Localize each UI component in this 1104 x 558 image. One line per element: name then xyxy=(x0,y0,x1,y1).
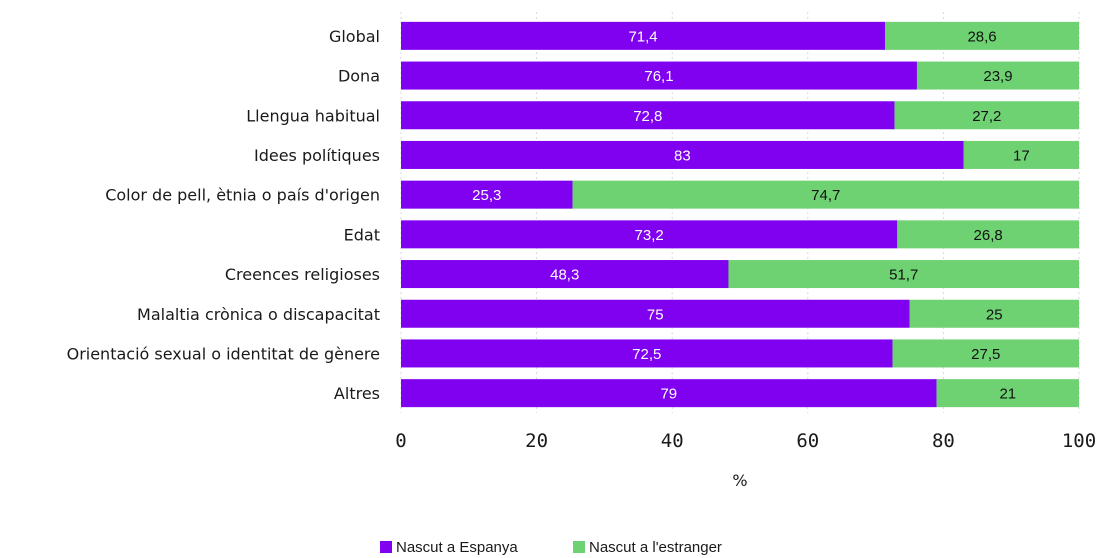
category-label: Orientació sexual o identitat de gènere xyxy=(67,344,380,363)
data-label: 83 xyxy=(674,147,691,164)
x-tick-label: 0 xyxy=(395,430,406,452)
bar-segment xyxy=(401,220,898,249)
data-label: 25 xyxy=(986,306,1003,323)
data-label: 27,5 xyxy=(971,346,1000,363)
bar-segment xyxy=(936,379,1079,408)
bar-segment xyxy=(401,180,573,209)
category-label: Color de pell, ètnia o país d'origen xyxy=(105,186,380,205)
data-label: 26,8 xyxy=(974,227,1003,244)
data-label: 74,7 xyxy=(811,187,840,204)
category-label: Altres xyxy=(334,384,380,403)
category-label: Creences religioses xyxy=(225,265,380,284)
x-tick-label: 20 xyxy=(525,430,548,452)
bars xyxy=(401,21,1079,408)
legend: Nascut a Espanya Nascut a l'estranger xyxy=(380,539,722,556)
category-label: Idees polítiques xyxy=(254,146,380,165)
x-tick-label: 100 xyxy=(1062,430,1096,452)
category-label: Global xyxy=(329,27,380,46)
category-label: Dona xyxy=(338,67,380,86)
category-labels: Global Dona Llengua habitual Idees polítiqu… xyxy=(67,27,380,403)
legend-label: Nascut a l'estranger xyxy=(589,539,722,556)
bar-segment xyxy=(909,299,1079,328)
data-label: 71,4 xyxy=(628,28,657,45)
category-label: Edat xyxy=(344,225,380,244)
data-label: 23,9 xyxy=(983,68,1012,85)
bar-segment xyxy=(728,260,1079,289)
legend-label: Nascut a Espanya xyxy=(396,539,518,556)
bar-segment xyxy=(916,61,1079,90)
data-label: 72,8 xyxy=(633,108,662,125)
bar-segment xyxy=(401,61,917,90)
bar-segment xyxy=(885,21,1079,50)
bar-segment xyxy=(401,299,910,328)
data-label: 79 xyxy=(660,386,677,403)
x-axis-title: % xyxy=(732,471,747,490)
bar-segment xyxy=(963,140,1079,169)
data-label: 48,3 xyxy=(550,267,579,284)
data-label: 51,7 xyxy=(889,267,918,284)
data-label: 27,2 xyxy=(972,108,1001,125)
category-label: Llengua habitual xyxy=(246,106,380,125)
bar-segment xyxy=(401,21,886,50)
bar-segment xyxy=(572,180,1079,209)
data-label: 72,5 xyxy=(632,346,661,363)
x-tick-label: 80 xyxy=(932,430,955,452)
bar-segment xyxy=(401,260,729,289)
x-tick-label: 40 xyxy=(661,430,684,452)
legend-swatch xyxy=(573,541,585,553)
data-label: 25,3 xyxy=(472,187,501,204)
data-label: 28,6 xyxy=(967,28,996,45)
data-label: 21 xyxy=(999,386,1016,403)
data-label: 75 xyxy=(647,306,664,323)
data-label: 76,1 xyxy=(644,68,673,85)
data-label: 73,2 xyxy=(635,227,664,244)
legend-swatch xyxy=(380,541,392,553)
x-tick-label: 60 xyxy=(796,430,819,452)
category-label: Malaltia crònica o discapacitat xyxy=(137,305,380,324)
bar-segment xyxy=(897,220,1079,249)
bar-segment xyxy=(401,379,937,408)
bar-segment xyxy=(401,339,893,368)
bar-segment xyxy=(401,140,964,169)
data-labels: 71,4 28,6 76,1 23,9 72,8 27,2 83 17 25,3 74,7 73,2… xyxy=(472,28,1030,402)
bar-segment xyxy=(401,101,895,130)
data-label: 17 xyxy=(1013,147,1030,164)
bar-segment xyxy=(892,339,1079,368)
x-axis-ticks: 0 20 40 60 80 100 xyxy=(395,430,1096,452)
bar-segment xyxy=(894,101,1079,130)
